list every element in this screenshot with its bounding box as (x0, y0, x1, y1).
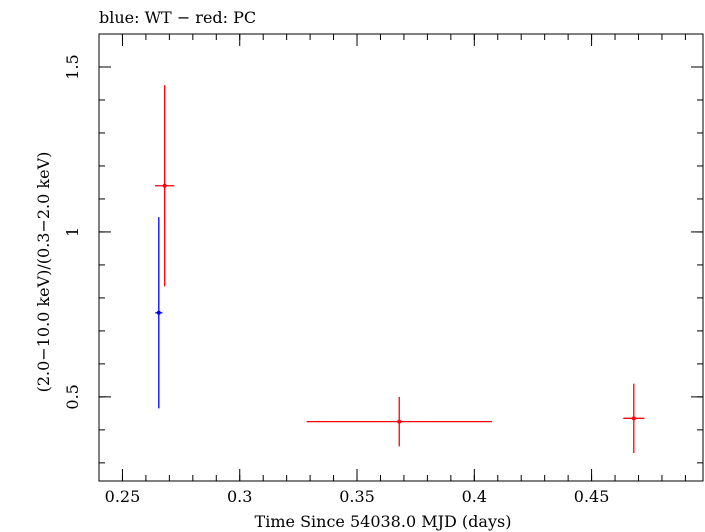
point-marker (631, 416, 636, 421)
point-marker (397, 419, 402, 424)
x-tick-label: 0.35 (339, 487, 375, 506)
x-tick-label: 0.4 (462, 487, 487, 506)
point-marker (156, 310, 161, 315)
y-axis: 0.5 1 1.5 (63, 33, 703, 464)
data-point (623, 383, 645, 453)
x-axis: 0.25 0.3 0.35 0.4 0.45 (98, 34, 686, 506)
y-tick-label: 1.5 (63, 54, 82, 79)
y-tick-label: 0.5 (63, 384, 82, 409)
y-tick-label: 1 (63, 227, 82, 237)
data-point (155, 85, 175, 287)
point-marker (162, 183, 167, 188)
chart-title: blue: WT − red: PC (99, 8, 256, 27)
data-points (155, 85, 645, 453)
data-point (155, 217, 163, 409)
x-tick-label: 0.25 (105, 487, 141, 506)
x-axis-label: Time Since 54038.0 MJD (days) (255, 512, 512, 531)
x-tick-label: 0.45 (574, 487, 610, 506)
plot-frame (98, 33, 704, 482)
y-axis-label: (2.0−10.0 keV)/(0.3−2.0 keV) (34, 152, 53, 393)
data-point (306, 396, 492, 447)
x-tick-label: 0.3 (227, 487, 252, 506)
